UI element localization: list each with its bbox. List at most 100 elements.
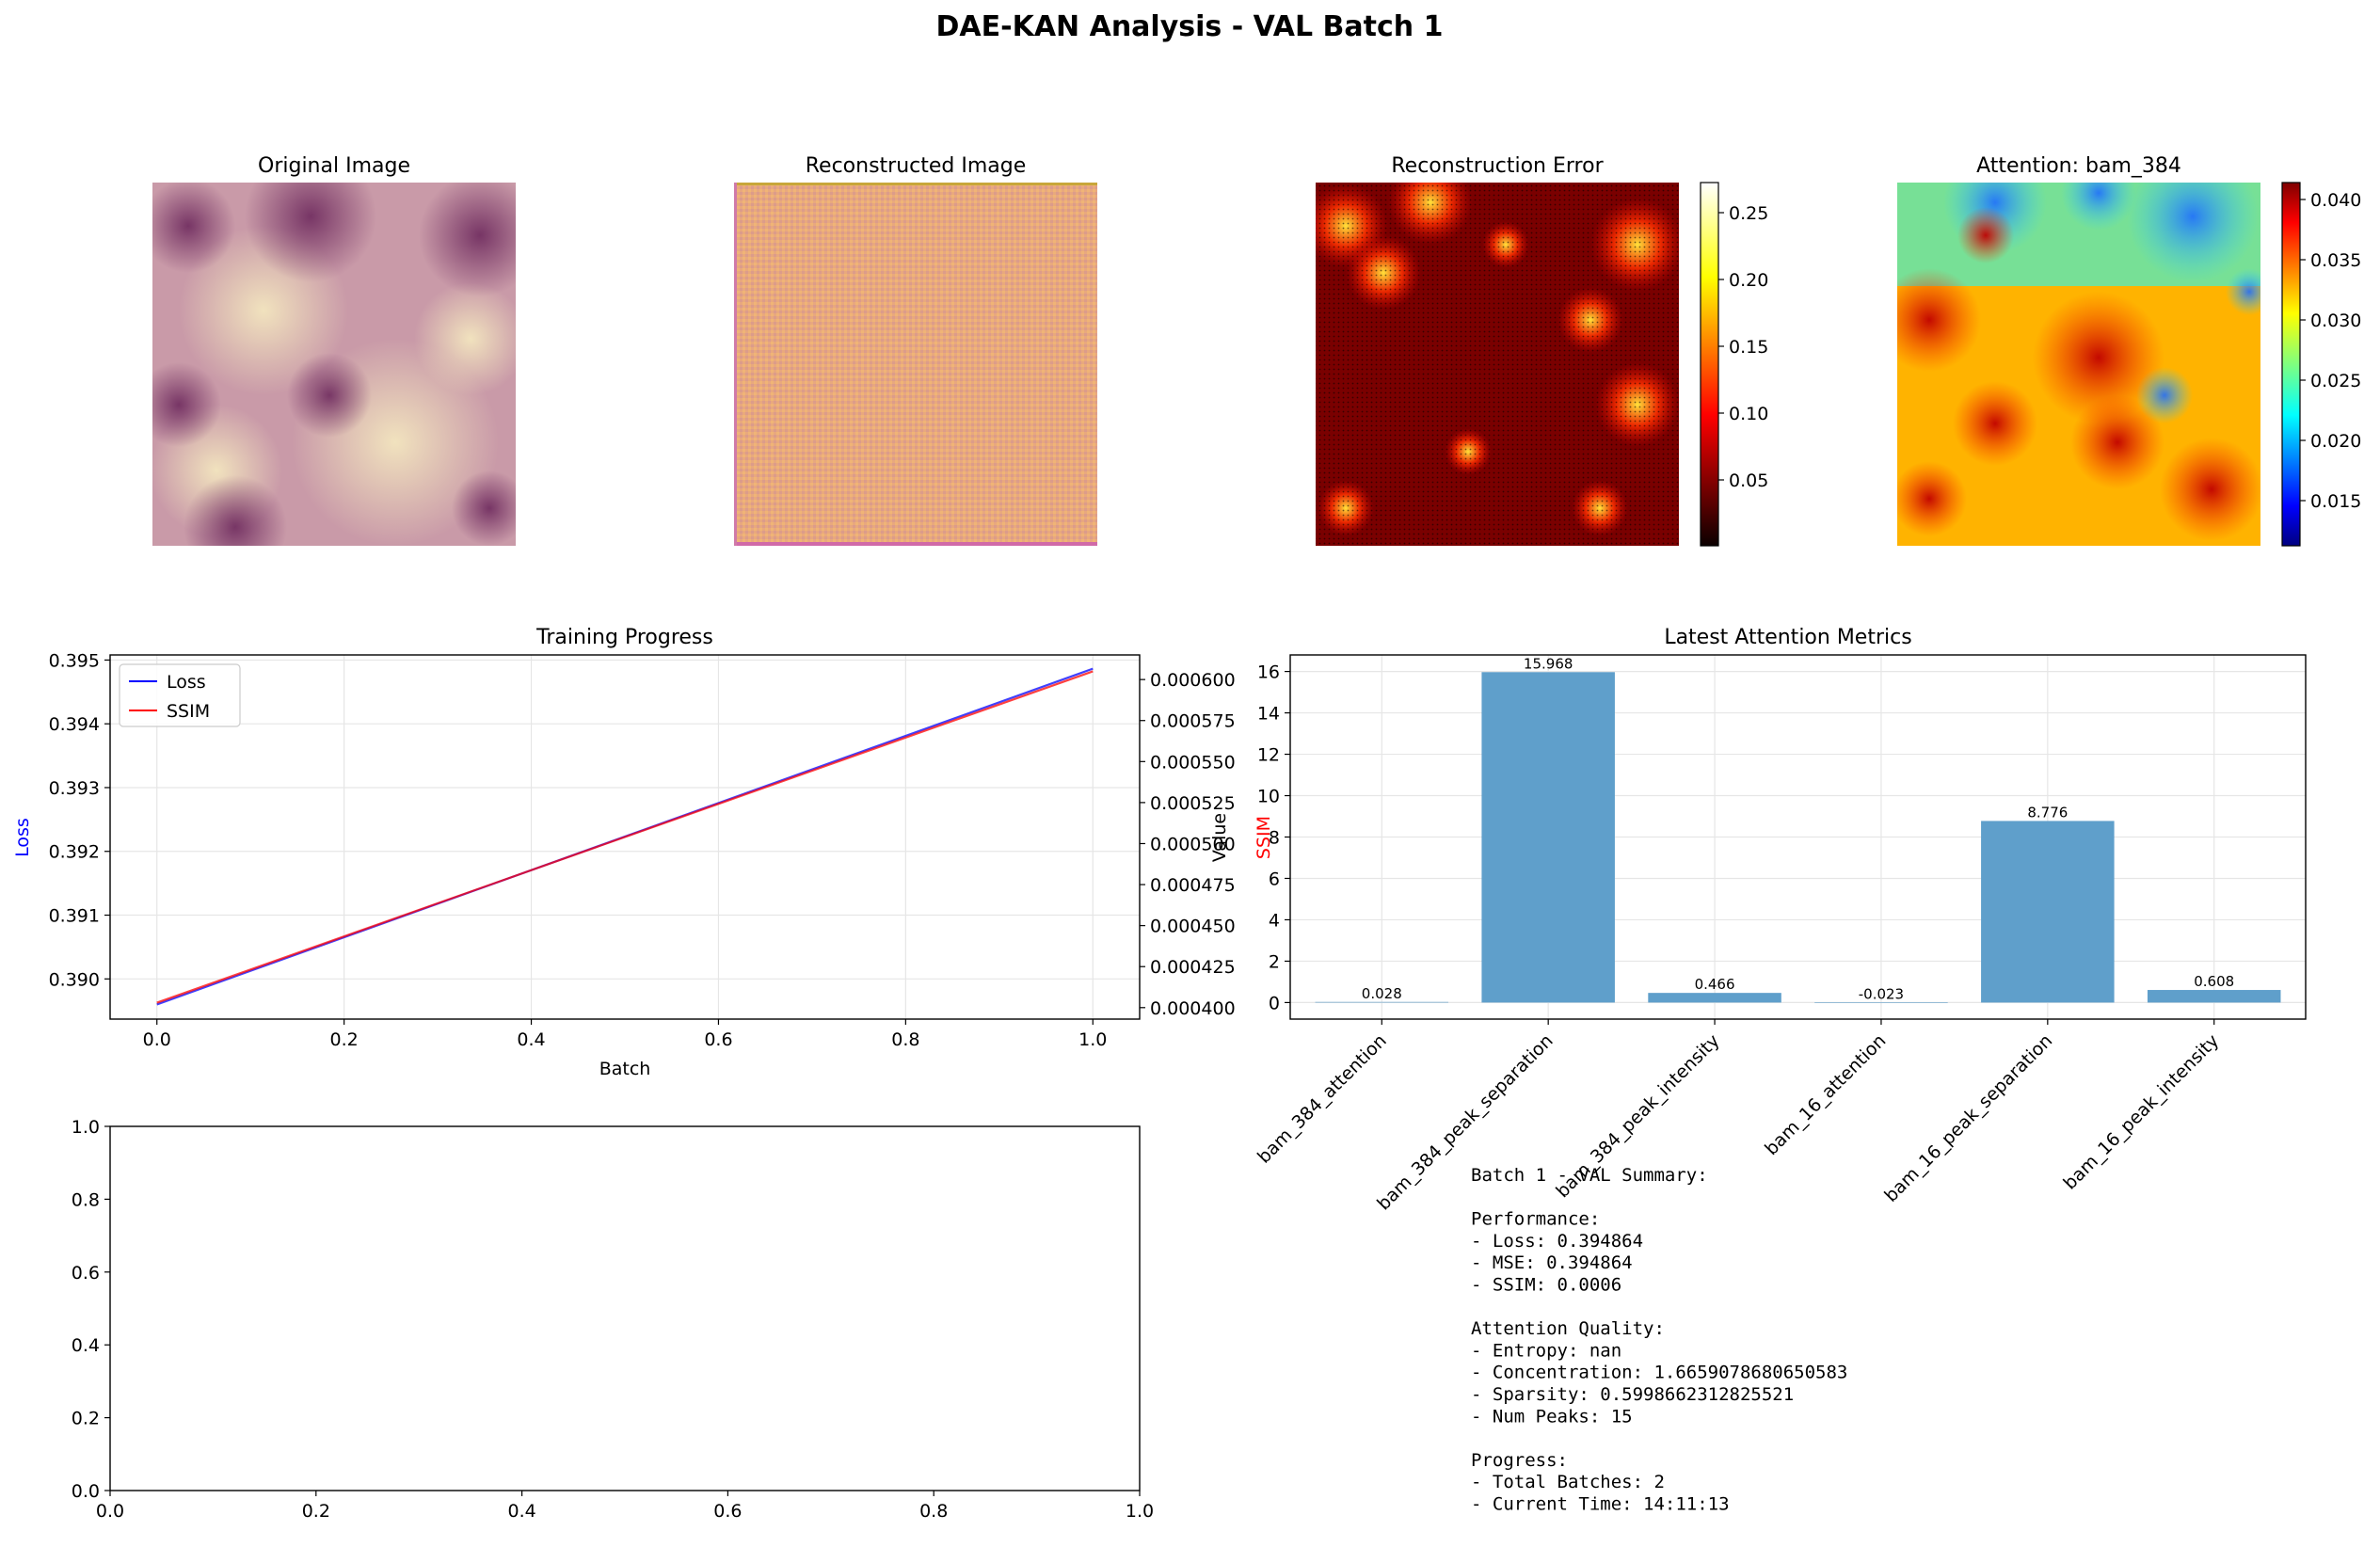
line-chart-y2-tick-label: 0.000600 <box>1150 670 1236 691</box>
empty-axes-y-tick-label: 0.0 <box>72 1481 100 1502</box>
metric-bar <box>1981 821 2115 1003</box>
reconstructed-image <box>734 183 1097 546</box>
line-chart-frame <box>109 654 1141 1020</box>
bar-chart-x-tick-label: bam_384_peak_separation <box>1373 1030 1557 1215</box>
line-chart-x-tick-label: 1.0 <box>1078 1029 1107 1050</box>
metric-bar <box>1481 672 1615 1003</box>
summary-line: - Total Batches: 2 <box>1471 1472 1665 1492</box>
figure-title: DAE-KAN Analysis - VAL Batch 1 <box>936 10 1444 43</box>
summary-line: - Num Peaks: 15 <box>1471 1406 1633 1427</box>
attention-cbar-tick: 0.020 <box>2310 431 2361 452</box>
training-progress-title: Training Progress <box>535 626 713 649</box>
line-chart-x-tick-label: 0.4 <box>517 1029 545 1050</box>
line-chart-y2-tick-label: 0.000425 <box>1150 957 1236 978</box>
bar-chart-bars <box>1315 672 2281 1004</box>
line-chart-x-tick-label: 0.8 <box>891 1029 919 1050</box>
empty-axes-frame <box>109 1125 1141 1491</box>
bar-chart-y-tick-label: 2 <box>1269 951 1280 972</box>
attention-cbar-tick: 0.035 <box>2310 250 2361 271</box>
metric-bar <box>1315 1001 1449 1003</box>
error-colorbar-ticks: 0.05 0.10 0.15 0.20 0.25 <box>1718 203 1768 491</box>
attention-map-title: Attention: bam_384 <box>1976 154 2181 178</box>
summary-line: - Loss: 0.394864 <box>1471 1231 1643 1252</box>
legend-loss-label: Loss <box>167 672 206 693</box>
error-colorbar: 0.05 0.10 0.15 0.20 0.25 <box>1700 182 1768 547</box>
empty-axes-x-tick-label: 0.6 <box>713 1501 742 1522</box>
summary-line: - Current Time: 14:11:13 <box>1471 1494 1730 1515</box>
empty-axes-x-ticks: 0.0 0.2 0.4 0.6 0.8 1.0 <box>96 1491 1154 1522</box>
summary-line: - Concentration: 1.6659078680650583 <box>1471 1363 1847 1383</box>
empty-axes-y-tick-label: 0.8 <box>72 1189 100 1210</box>
line-chart-x-ticks: 0.0 0.2 0.4 0.6 0.8 1.0 <box>143 1019 1107 1050</box>
metric-bar-value-label: -0.023 <box>1859 985 1904 1002</box>
line-chart-y-tick-label: 0.394 <box>49 714 100 735</box>
line-chart-y-tick-label: 0.395 <box>49 650 100 671</box>
empty-axes-y-tick-label: 0.2 <box>72 1409 100 1429</box>
line-chart-y-ticks: 0.390 0.391 0.392 0.393 0.394 0.395 <box>49 650 110 990</box>
error-map-title: Reconstruction Error <box>1391 154 1604 178</box>
summary-line: - MSE: 0.394864 <box>1471 1252 1633 1273</box>
bar-chart-y-tick-label: 0 <box>1269 993 1280 1013</box>
bar-chart-y-tick-label: 6 <box>1269 869 1280 889</box>
metric-bar-value-label: 15.968 <box>1524 655 1573 672</box>
line-chart-y2-tick-label: 0.000500 <box>1150 834 1236 854</box>
line-chart-y-tick-label: 0.392 <box>49 842 100 863</box>
summary-line: - Sparsity: 0.5998662312825521 <box>1471 1384 1794 1405</box>
attention-map-panel: Attention: bam_384 <box>1897 154 2361 547</box>
line-chart-xlabel: Batch <box>599 1059 651 1079</box>
line-chart-y2-tick-label: 0.000575 <box>1150 711 1236 732</box>
error-map-panel: Reconstruction Error 0.05 <box>1316 154 1768 547</box>
line-chart-y2-tick-label: 0.000475 <box>1150 875 1236 896</box>
metric-bar <box>1814 1002 1948 1004</box>
line-chart-y-tick-label: 0.390 <box>49 969 100 990</box>
error-cbar-tick: 0.05 <box>1729 470 1768 491</box>
line-chart-y-tick-label: 0.393 <box>49 778 100 799</box>
original-image-title: Original Image <box>258 154 410 178</box>
original-image <box>152 183 516 546</box>
bar-chart-y-tick-label: 16 <box>1257 662 1280 683</box>
bar-chart-y-tick-label: 4 <box>1269 910 1280 931</box>
bar-chart-y-tick-label: 10 <box>1257 787 1280 807</box>
metric-bar <box>1648 993 1781 1003</box>
bar-chart-x-ticks: bam_384_attentionbam_384_peak_separation… <box>1254 1019 2223 1215</box>
attention-metrics-chart: Latest Attention Metrics 0.028 15.968 0.46… <box>1209 626 2307 1215</box>
empty-axes-x-tick-label: 0.0 <box>96 1501 124 1522</box>
line-chart-grid <box>110 655 1140 1019</box>
bar-chart-y-tick-label: 8 <box>1269 828 1280 849</box>
empty-axes-y-ticks: 0.0 0.2 0.4 0.6 0.8 1.0 <box>72 1117 110 1502</box>
line-chart-y2-ticks: 0.000400 0.000425 0.000450 0.000475 0.000500… <box>1140 670 1236 1019</box>
bar-chart-x-tick-label: bam_16_peak_separation <box>1880 1030 2056 1206</box>
empty-axes-y-tick-label: 0.4 <box>72 1335 100 1356</box>
error-cbar-tick: 0.10 <box>1729 404 1768 424</box>
attention-cbar-tick: 0.040 <box>2310 190 2361 211</box>
line-chart-x-tick-label: 0.0 <box>143 1029 171 1050</box>
bar-chart-y-tick-label: 14 <box>1257 704 1280 725</box>
empty-axes-x-tick-label: 0.2 <box>302 1501 330 1522</box>
error-cbar-tick: 0.25 <box>1729 203 1768 224</box>
empty-axes-chart: 0.0 0.2 0.4 0.6 0.8 1.0 0.0 0.2 0.4 0.6 0.8 1.0 <box>72 1117 1154 1522</box>
line-chart-y2label: SSIM <box>1254 816 1274 859</box>
original-image-panel: Original Image <box>152 154 516 546</box>
summary-line: - SSIM: 0.0006 <box>1471 1275 1621 1296</box>
attention-cbar-tick: 0.015 <box>2310 491 2361 512</box>
line-chart-y-tick-label: 0.391 <box>49 906 100 927</box>
reconstructed-image-title: Reconstructed Image <box>806 154 1027 178</box>
empty-axes-x-tick-label: 0.4 <box>507 1501 535 1522</box>
attention-metrics-title: Latest Attention Metrics <box>1664 626 1911 649</box>
metric-bar-value-label: 0.608 <box>2194 973 2234 990</box>
bar-chart-ylabel: Value <box>1209 813 1230 862</box>
error-cbar-tick: 0.20 <box>1729 270 1768 291</box>
summary-text-block: Batch 1 - VAL Summary: Performance:- Loss… <box>1471 1165 1847 1515</box>
ssim-line <box>156 670 1094 1004</box>
empty-axes-x-tick-label: 0.8 <box>919 1501 948 1522</box>
attention-cbar-tick: 0.025 <box>2310 371 2361 391</box>
bar-chart-grid <box>1290 655 2306 1019</box>
metric-bar-value-label: 8.776 <box>2027 804 2068 821</box>
summary-line: - Entropy: nan <box>1471 1340 1621 1361</box>
bar-chart-y-ticks: 0 2 4 6 8 10 12 14 16 <box>1257 662 1290 1013</box>
summary-line: Batch 1 - VAL Summary: <box>1471 1165 1708 1186</box>
attention-colorbar: 0.015 0.020 0.025 0.030 0.035 0.040 <box>2281 182 2361 547</box>
reconstructed-image-panel: Reconstructed Image <box>734 154 1097 546</box>
line-chart-y2-tick-label: 0.000400 <box>1150 998 1236 1019</box>
